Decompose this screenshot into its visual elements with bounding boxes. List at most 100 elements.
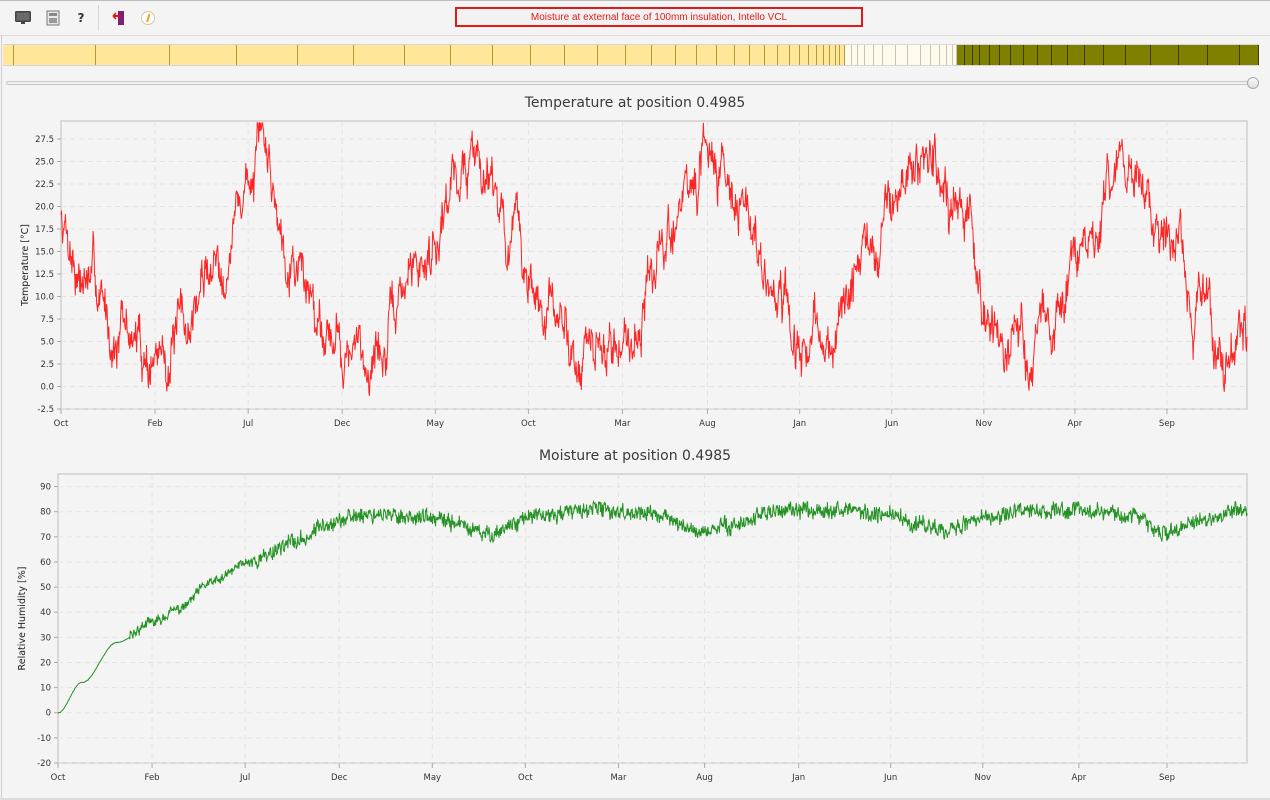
x-tick-label: Aug (696, 773, 713, 783)
y-tick-label: 5.0 (40, 338, 54, 348)
layer-cell[interactable] (1024, 45, 1038, 65)
layer-cell[interactable] (1179, 45, 1208, 65)
layer-cell[interactable] (765, 45, 778, 65)
layer-cell[interactable] (824, 45, 830, 65)
layer-cell[interactable] (1104, 45, 1126, 65)
layer-cell[interactable] (973, 45, 980, 65)
layer-cell[interactable] (1011, 45, 1024, 65)
layer-cell[interactable] (735, 45, 750, 65)
layer-cell[interactable] (947, 45, 953, 65)
x-tick-label: Jan (791, 773, 805, 783)
layer-cell[interactable] (921, 45, 931, 65)
layer-cell[interactable] (953, 45, 957, 65)
layer-cell[interactable] (3, 45, 14, 65)
y-tick-label: 70 (40, 533, 51, 543)
layer-cell[interactable] (817, 45, 824, 65)
layer-cell[interactable] (493, 45, 531, 65)
layer-cell[interactable] (652, 45, 676, 65)
y-tick-label: -20 (37, 759, 51, 769)
position-slider-thumb[interactable] (1247, 77, 1259, 89)
layer-cell[interactable] (778, 45, 790, 65)
layer-cell[interactable] (1052, 45, 1068, 65)
x-tick-label: Oct (521, 419, 536, 429)
layer-cell[interactable] (957, 45, 965, 65)
y-tick-label: 22.5 (35, 180, 54, 190)
y-tick-label: 50 (40, 583, 51, 593)
layer-grid-bar[interactable] (3, 44, 1259, 66)
layer-cell[interactable] (354, 45, 405, 65)
y-tick-label: 7.5 (40, 315, 54, 325)
y-axis-label: Temperature [°C] (20, 224, 31, 307)
layer-cell[interactable] (896, 45, 908, 65)
layer-cell[interactable] (676, 45, 697, 65)
layer-cell[interactable] (565, 45, 598, 65)
layer-cell[interactable] (298, 45, 354, 65)
layer-cell[interactable] (874, 45, 883, 65)
info-button[interactable] (139, 9, 157, 27)
y-tick-label: 90 (40, 483, 51, 493)
layer-cell[interactable] (865, 45, 874, 65)
layer-cell[interactable] (965, 45, 973, 65)
layer-cell[interactable] (883, 45, 896, 65)
x-tick-label: Dec (334, 419, 351, 429)
layer-cell[interactable] (940, 45, 947, 65)
position-slider-track[interactable] (6, 81, 1256, 85)
layer-cell[interactable] (836, 45, 840, 65)
y-tick-label: 40 (40, 608, 51, 618)
monitor-button[interactable] (14, 9, 32, 27)
y-tick-label: 15.0 (35, 248, 54, 258)
layer-cell[interactable] (931, 45, 940, 65)
layer-cell[interactable] (1151, 45, 1179, 65)
layer-cell[interactable] (840, 45, 845, 65)
layer-cell[interactable] (1126, 45, 1151, 65)
layer-export-button[interactable] (111, 9, 129, 27)
layer-cell[interactable] (598, 45, 626, 65)
layer-cell[interactable] (96, 45, 170, 65)
layer-cell[interactable] (908, 45, 921, 65)
layer-cell[interactable] (626, 45, 652, 65)
layer-cell[interactable] (717, 45, 735, 65)
layer-cell[interactable] (990, 45, 1000, 65)
report-button[interactable] (44, 9, 62, 27)
layer-cell[interactable] (980, 45, 990, 65)
y-tick-label: 60 (40, 558, 51, 568)
layer-cell[interactable] (790, 45, 800, 65)
layer-cell[interactable] (1085, 45, 1104, 65)
layer-cell[interactable] (1208, 45, 1240, 65)
layer-cell[interactable] (531, 45, 565, 65)
layer-cell[interactable] (845, 45, 852, 65)
layer-cell[interactable] (1068, 45, 1085, 65)
help-button[interactable]: ? (72, 9, 90, 27)
layer-cell[interactable] (809, 45, 817, 65)
y-tick-label: 10 (40, 684, 51, 694)
layer-cell[interactable] (830, 45, 836, 65)
layer-cell[interactable] (1240, 45, 1259, 65)
layer-cell[interactable] (858, 45, 865, 65)
data-series-line (60, 122, 1248, 396)
layer-cell[interactable] (800, 45, 809, 65)
x-tick-label: Mar (610, 773, 627, 783)
x-tick-label: Nov (976, 419, 993, 429)
layer-cell[interactable] (697, 45, 717, 65)
layer-cell[interactable] (170, 45, 237, 65)
layer-cell[interactable] (405, 45, 451, 65)
x-tick-label: May (427, 419, 445, 429)
y-tick-label: 27.5 (35, 135, 54, 145)
layer-cell[interactable] (14, 45, 96, 65)
x-tick-label: Sep (1159, 773, 1175, 783)
x-tick-label: Sep (1159, 419, 1175, 429)
layer-cell[interactable] (1000, 45, 1011, 65)
layer-cell[interactable] (852, 45, 858, 65)
layer-cell[interactable] (1038, 45, 1052, 65)
layer-cell[interactable] (451, 45, 493, 65)
x-tick-label: Oct (51, 773, 66, 783)
info-circle-icon (141, 11, 155, 25)
y-tick-label: 80 (40, 508, 51, 518)
x-tick-label: Apr (1072, 773, 1087, 783)
help-icon: ? (77, 11, 85, 25)
left-border (1, 35, 2, 800)
y-tick-label: 30 (40, 633, 51, 643)
layer-cell[interactable] (750, 45, 765, 65)
toolbar-separator (98, 5, 99, 31)
layer-cell[interactable] (237, 45, 298, 65)
